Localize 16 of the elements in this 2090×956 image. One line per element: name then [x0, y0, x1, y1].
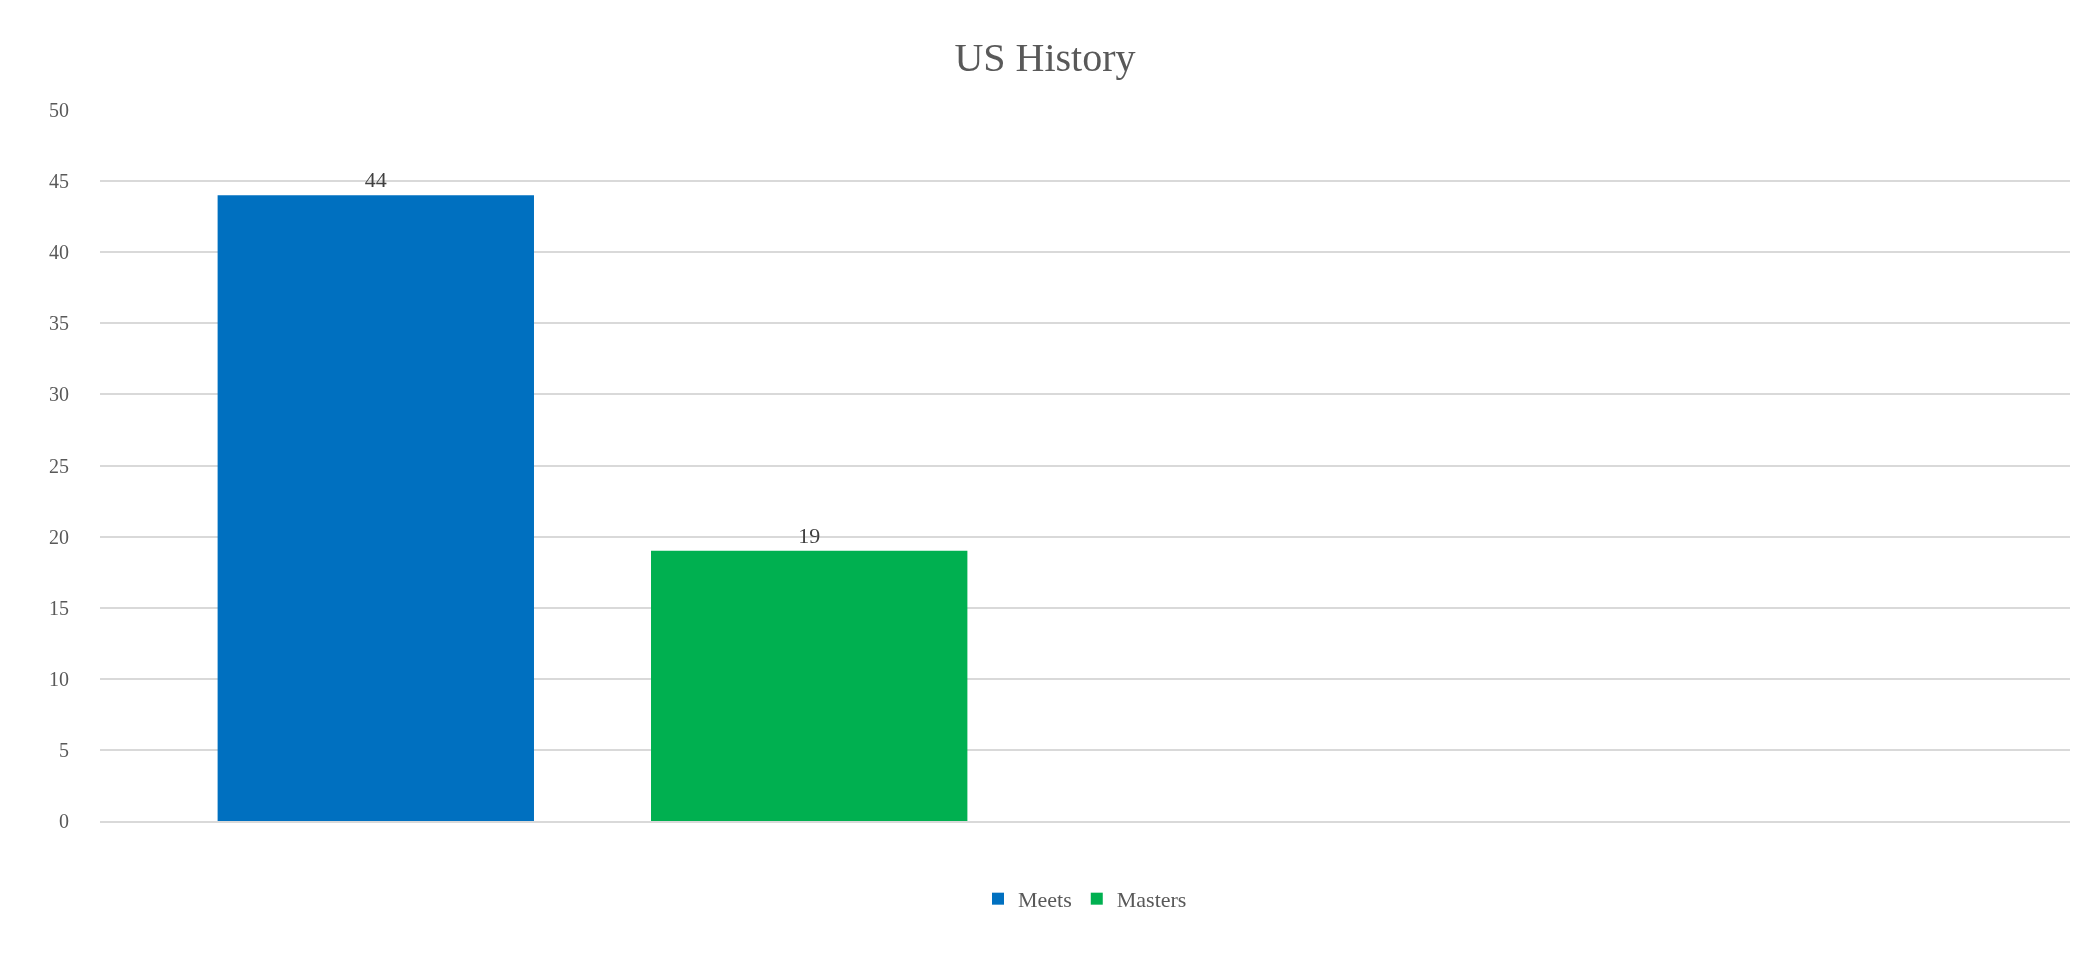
y-tick-label: 30 [49, 383, 69, 406]
y-tick-label: 5 [59, 738, 69, 761]
y-tick-label: 0 [59, 810, 69, 832]
data-label: 44 [364, 167, 387, 193]
y-tick-label: 40 [49, 241, 69, 264]
y-tick-label: 15 [49, 596, 69, 619]
y-tick-label: 20 [49, 525, 69, 548]
y-tick-label: 10 [49, 667, 69, 690]
data-label: 19 [798, 522, 821, 548]
legend-label: Masters [1116, 887, 1187, 913]
y-tick-label: 35 [49, 312, 69, 335]
legend-label: Meets [1018, 887, 1072, 913]
y-tick-label: 50 [49, 99, 69, 121]
chart-title: US History [954, 35, 1136, 81]
y-tick-label: 45 [49, 170, 69, 193]
y-tick-label: 25 [49, 454, 69, 477]
